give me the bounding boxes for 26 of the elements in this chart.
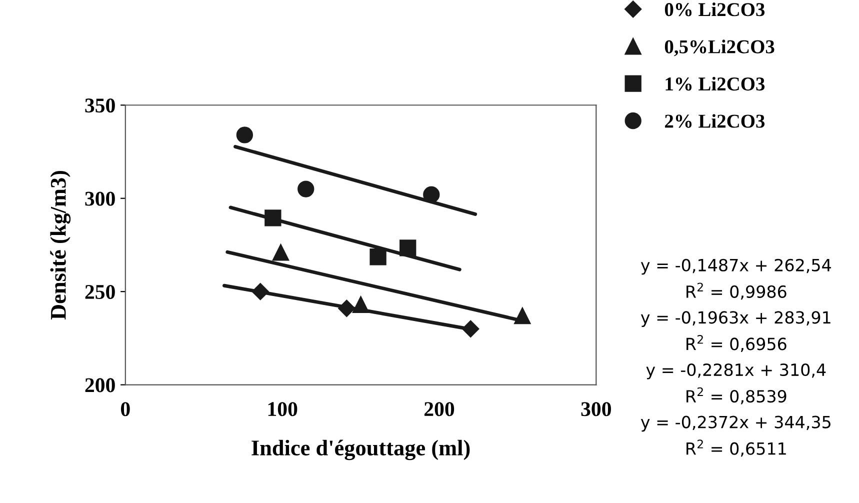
- text: y = -0,1487x + 262,54: [640, 258, 831, 275]
- point: [370, 248, 386, 266]
- text: y = -0,2372x + 344,35: [640, 416, 830, 432]
- text: R$^{2}$ = 0,9986: [686, 282, 786, 300]
- text: R$^{2}$ = 0,6956: [686, 335, 786, 352]
- legend-label: 0,5%Li2CO3: [664, 40, 774, 56]
- x-tick-label: 300: [581, 402, 611, 416]
- x-axis-title: Indice d'égouttage (ml): [252, 440, 470, 460]
- x-tick-label: 200: [424, 402, 454, 416]
- y-tick-label: 300: [85, 192, 115, 206]
- y-tick-label: 250: [85, 284, 115, 300]
- legend-label: 2% Li2CO3: [665, 114, 765, 128]
- x-tick-label: 0: [121, 402, 130, 416]
- legend-label: 0% Li2CO3: [664, 2, 765, 16]
- point: [272, 244, 290, 261]
- text: y = -0,2281x + 310,4: [646, 363, 826, 380]
- y-tick-label: 350: [85, 98, 115, 113]
- text: R$^{2}$ = 0,6511: [686, 440, 786, 457]
- text: y = -0,1963x + 283,91: [640, 311, 830, 327]
- text: R$^{2}$ = 0,8539: [686, 387, 786, 404]
- point: [236, 126, 253, 144]
- y-tick-label: 200: [85, 378, 115, 392]
- point: [298, 180, 314, 198]
- y-axis-title: Densité (kg/m3): [50, 170, 71, 320]
- x-tick-label: 100: [268, 402, 298, 416]
- legend-label: 1% Li2CO3: [666, 76, 765, 91]
